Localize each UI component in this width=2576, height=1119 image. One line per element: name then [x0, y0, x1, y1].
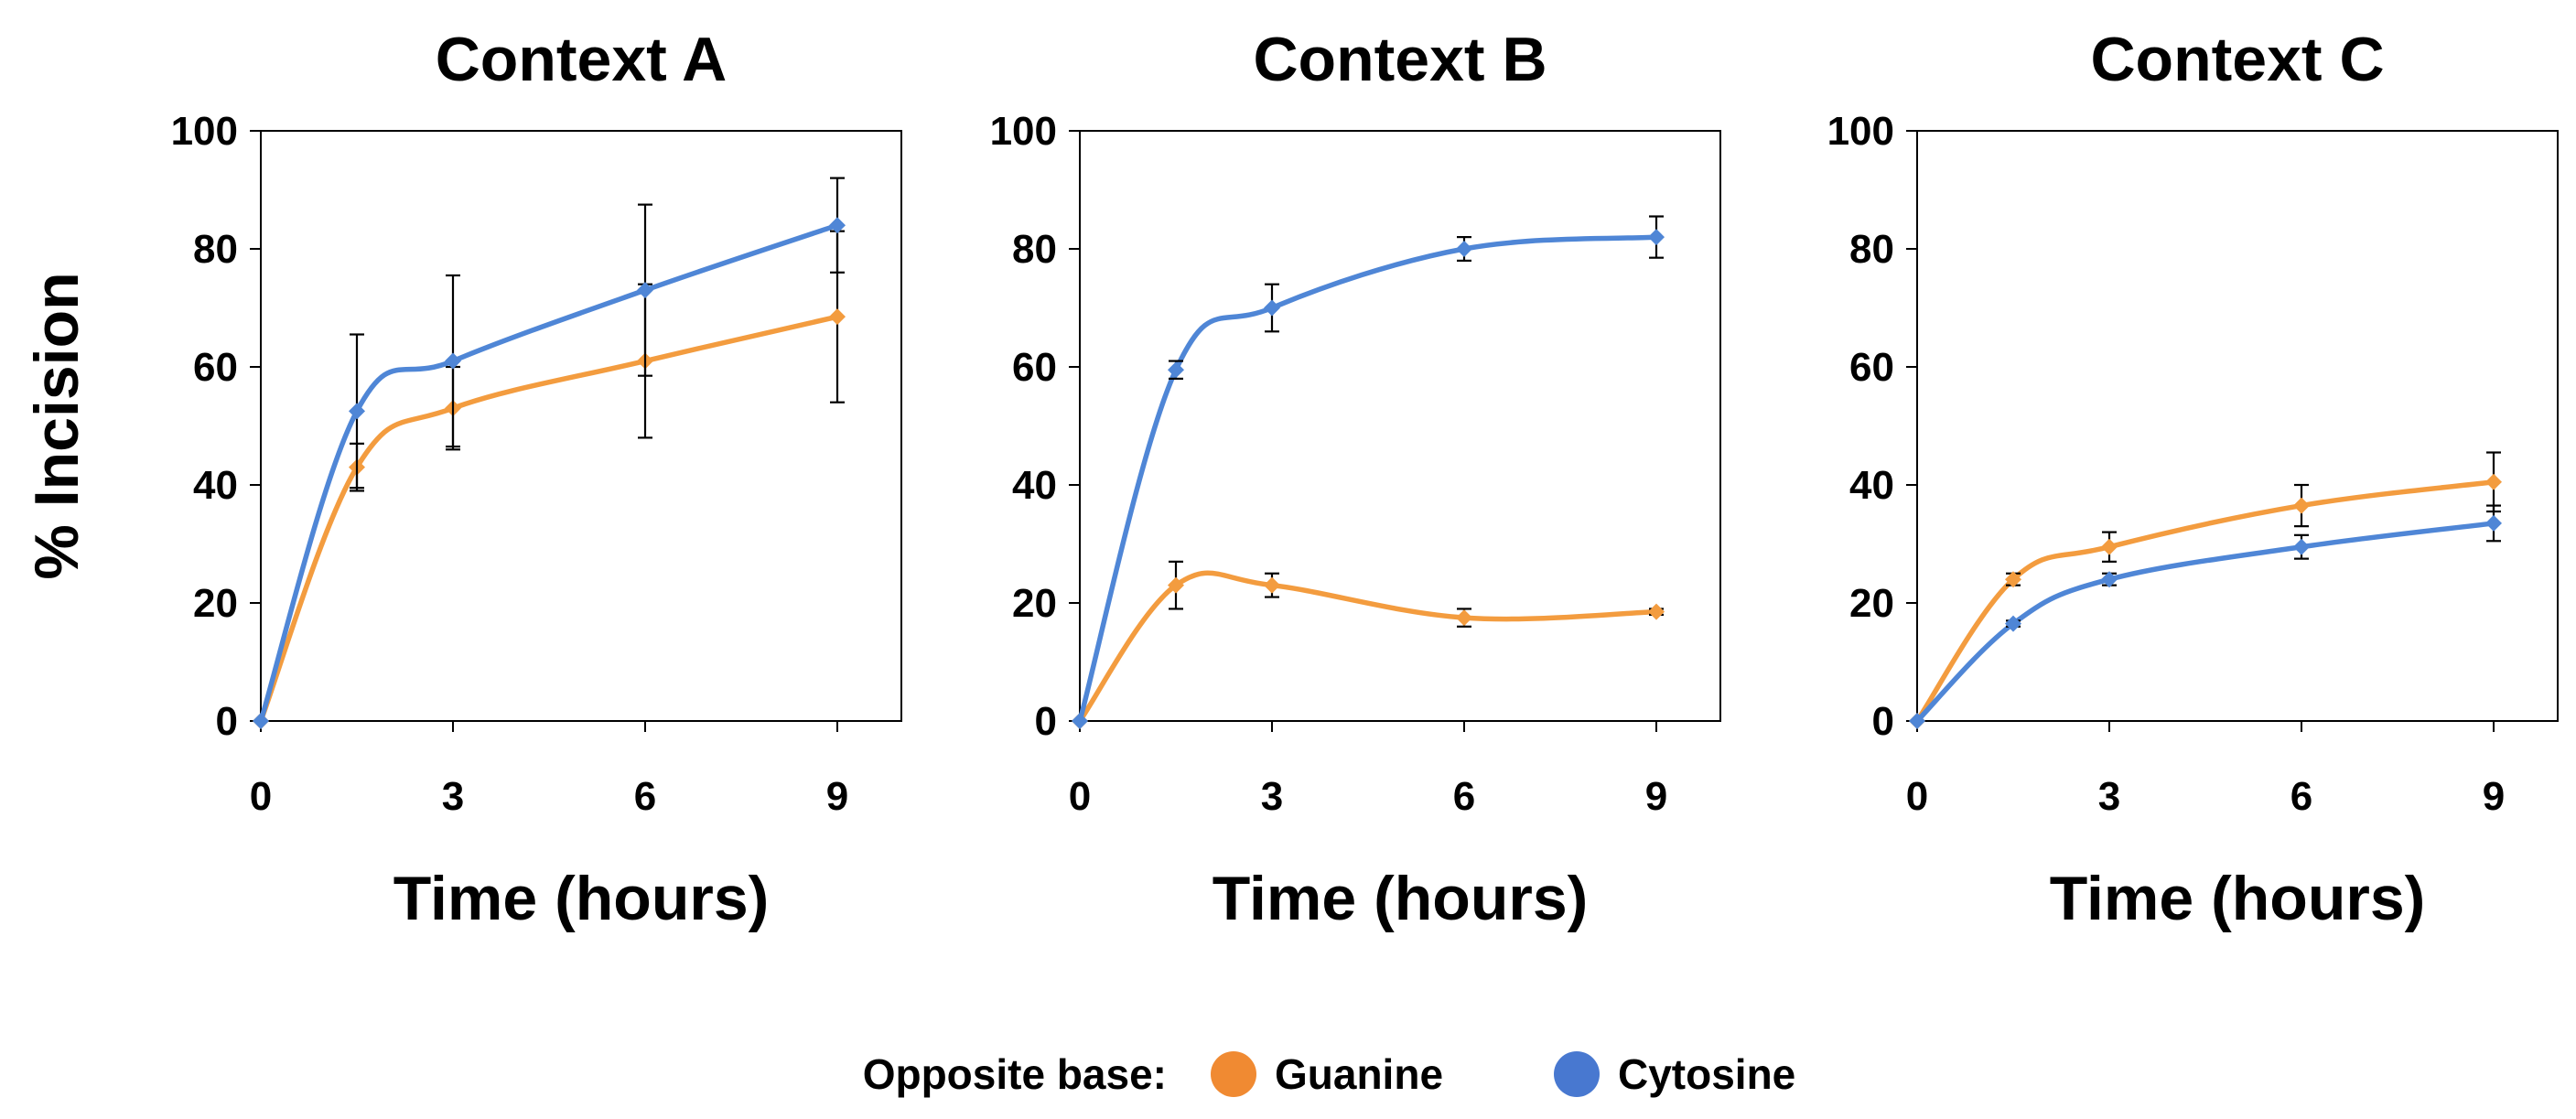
data-point-cytosine	[1072, 713, 1088, 729]
data-point-guanine	[1168, 576, 1184, 594]
series-cytosine	[1072, 215, 1665, 729]
data-point-cytosine	[2005, 615, 2021, 632]
data-point-guanine	[1648, 603, 1665, 620]
x-tick-label: 9	[1645, 774, 1667, 819]
data-point-cytosine	[2101, 571, 2118, 588]
plot-frame	[260, 130, 902, 722]
y-tick-label: 40	[1849, 463, 1894, 508]
y-tick-label: 20	[1012, 581, 1057, 626]
y-tick-label: 60	[193, 345, 238, 390]
y-tick-label: 0	[1872, 699, 1894, 744]
data-point-cytosine	[1168, 361, 1184, 379]
y-tick-label: 20	[193, 581, 238, 626]
y-tick-label: 40	[193, 463, 238, 508]
x-tick-label: 3	[1261, 774, 1283, 819]
x-tick-label: 0	[250, 774, 272, 819]
data-point-guanine	[1456, 609, 1472, 627]
plot-frame	[1079, 130, 1721, 722]
y-tick-label: 60	[1012, 345, 1057, 390]
y-tick-label: 100	[171, 109, 238, 154]
series-line-guanine	[1914, 479, 2496, 724]
legend-label-guanine: Guanine	[1275, 1050, 1443, 1098]
y-tick-label: 0	[216, 699, 238, 744]
y-tick-label: 60	[1849, 345, 1894, 390]
data-point-cytosine	[253, 713, 269, 729]
y-tick-label: 80	[1012, 227, 1057, 272]
chart-panel-1: Context A 0 20 40 60 80 100 0 3 6 9 Time (hours) % I…	[22, 25, 902, 933]
y-tick-label: 100	[1827, 109, 1894, 154]
legend: Opposite base: Guanine Cytosine	[863, 1050, 1796, 1098]
y-axis-title: % Incision	[22, 272, 92, 579]
chart-panel-2: Context B 0 20 40 60 80 100 0 3 6 9 Time (hours)	[990, 25, 1721, 933]
x-axis-title: Time (hours)	[1213, 864, 1589, 933]
x-tick-label: 6	[2290, 774, 2312, 819]
y-tick-label: 20	[1849, 581, 1894, 626]
chart-panel-3: Context C 0 20 40 60 80 100 0 3 6 9 Time (hours)	[1827, 25, 2559, 933]
x-axis-title: Time (hours)	[2050, 864, 2426, 933]
data-point-guanine	[2293, 497, 2310, 514]
data-point-guanine	[2005, 571, 2021, 588]
x-tick-label: 3	[442, 774, 464, 819]
legend-marker-cytosine	[1554, 1051, 1600, 1097]
legend-title: Opposite base:	[863, 1050, 1167, 1098]
data-point-cytosine	[637, 282, 653, 299]
x-tick-label: 6	[1453, 774, 1475, 819]
data-point-cytosine	[1648, 229, 1665, 246]
data-point-guanine	[2101, 538, 2118, 555]
data-point-cytosine	[2293, 538, 2310, 555]
plot-frame	[1916, 130, 2559, 722]
panel-title: Context C	[2090, 25, 2384, 94]
data-point-guanine	[1264, 576, 1280, 594]
panel-title: Context B	[1253, 25, 1547, 94]
x-tick-label: 6	[634, 774, 656, 819]
x-axis-title: Time (hours)	[393, 864, 770, 933]
series-cytosine	[1909, 504, 2502, 729]
data-point-guanine	[829, 308, 846, 326]
y-tick-label: 80	[193, 227, 238, 272]
series-line-guanine	[1077, 570, 1659, 724]
y-tick-label: 0	[1035, 699, 1057, 744]
data-point-cytosine	[2485, 514, 2502, 532]
x-tick-label: 0	[1906, 774, 1928, 819]
legend-marker-guanine	[1211, 1051, 1256, 1097]
x-tick-label: 9	[826, 774, 848, 819]
data-point-cytosine	[349, 403, 365, 420]
data-point-cytosine	[445, 352, 461, 370]
data-point-guanine	[2485, 473, 2502, 490]
data-point-cytosine	[829, 217, 846, 234]
y-tick-label: 80	[1849, 227, 1894, 272]
x-tick-label: 3	[2098, 774, 2120, 819]
data-point-cytosine	[1909, 713, 1925, 729]
series-line-cytosine	[1914, 521, 2496, 724]
series-cytosine	[253, 177, 846, 729]
data-point-cytosine	[1456, 241, 1472, 257]
x-tick-label: 0	[1069, 774, 1091, 819]
y-tick-label: 100	[990, 109, 1057, 154]
data-point-cytosine	[1264, 299, 1280, 317]
series-line-cytosine	[1077, 234, 1659, 724]
y-tick-label: 40	[1012, 463, 1057, 508]
legend-label-cytosine: Cytosine	[1618, 1050, 1795, 1098]
x-tick-label: 9	[2483, 774, 2505, 819]
series-guanine	[1072, 560, 1665, 729]
panel-title: Context A	[436, 25, 728, 94]
